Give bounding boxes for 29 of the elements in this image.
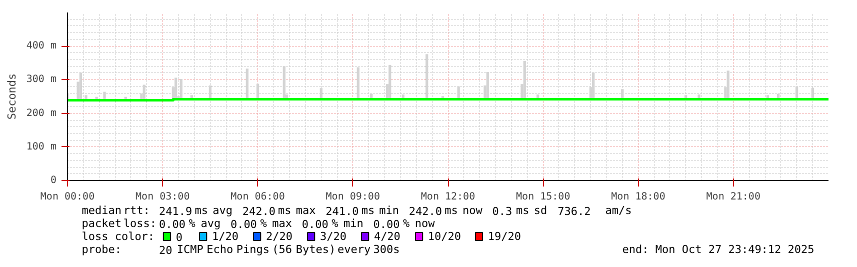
bar: [426, 54, 428, 100]
bar: [142, 84, 146, 100]
y-tick-label: 400 m: [26, 40, 57, 52]
y-tick-label: 0: [50, 175, 57, 186]
text: probe: 20 ICMP Echo Pings (56 Bytes) every 300s: [82, 243, 400, 257]
x-tick-label: Mon 18:00: [611, 192, 666, 202]
y-axis-title: Seconds: [5, 73, 18, 120]
text: packet loss: 0.00 % avg 0.00 % max 0.00 % min 0.00 % now: [82, 217, 435, 231]
x-tick-label: Mon 09:00: [326, 192, 380, 202]
x-tick-label: Mon 06:00: [230, 192, 285, 202]
y-tick-label: 200 m: [26, 108, 57, 119]
legend-label: 2/20: [266, 230, 292, 243]
legend-label: 0: [176, 231, 182, 244]
x-tick-label: Mon 12:00: [420, 192, 476, 202]
legend-label: 10/20: [428, 230, 462, 243]
text: end: Mon Oct 27 23:49:12 2025: [622, 243, 814, 256]
bar: [523, 60, 526, 100]
legend-label: 3/20: [320, 230, 346, 243]
x-tick-label: Mon 00:00: [40, 192, 95, 202]
text: median rtt: 241.9 ms avg 242.0 ms max 241.0 ms min 242.0 ms now 0.3 ms sd 736.2 am/s: [82, 204, 632, 218]
legend-label: 19/20: [488, 230, 521, 243]
legend-label: 1/20: [212, 230, 238, 243]
x-tick-label: Mon 15:00: [516, 192, 570, 202]
legend-label: 4/20: [374, 230, 400, 243]
x-tick-label: Mon 21:00: [706, 192, 760, 202]
y-tick-label: 100 m: [26, 141, 57, 152]
legend-title: loss color:: [82, 230, 155, 243]
x-tick-label: Mon 03:00: [136, 192, 190, 202]
y-tick-label: 300 m: [26, 74, 57, 86]
